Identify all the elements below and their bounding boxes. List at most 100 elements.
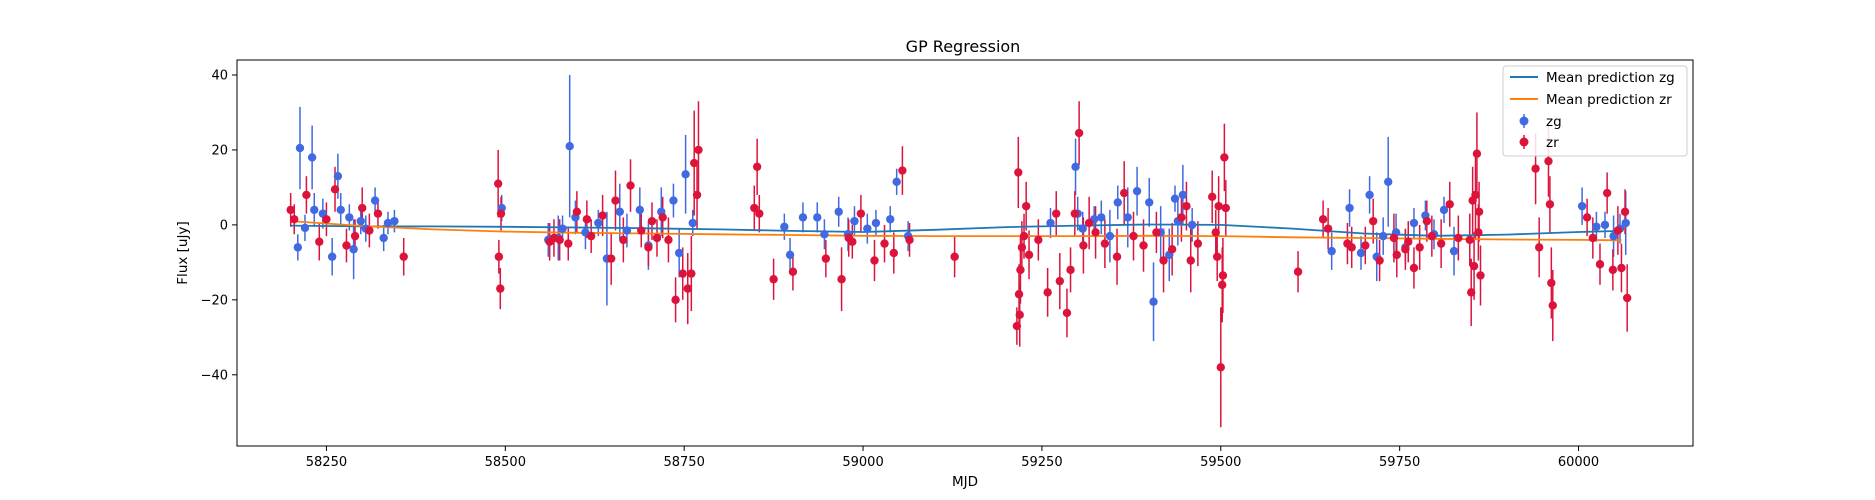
y-tick-label: −40: [201, 368, 228, 383]
zr-point: [1474, 228, 1483, 237]
zg-point: [300, 223, 310, 233]
zr-point: [1422, 216, 1432, 226]
x-tick-label: 59250: [1021, 455, 1062, 470]
x-tick-label: 58500: [485, 455, 526, 470]
zg-point: [370, 196, 380, 205]
y-tick-label: 0: [220, 218, 228, 233]
zr-point: [1152, 228, 1161, 237]
zr-point: [1472, 149, 1482, 158]
zg-point: [1187, 220, 1197, 230]
zg-point: [820, 230, 829, 239]
zr-point: [692, 190, 702, 200]
zg-point: [1149, 297, 1158, 306]
zr-point: [611, 196, 620, 205]
zr-point: [1012, 321, 1022, 331]
zr-point: [496, 209, 506, 218]
x-tick-label: 58250: [306, 455, 347, 470]
zg-point: [594, 218, 603, 228]
zr-point: [1216, 363, 1225, 372]
zr-point: [555, 235, 564, 245]
zr-point: [1613, 226, 1623, 235]
zr-point: [1534, 243, 1544, 252]
zg-point: [295, 143, 305, 153]
zr-point: [1445, 200, 1454, 209]
zr-point: [683, 284, 692, 293]
zr-point: [1019, 231, 1029, 241]
zg-point: [1046, 218, 1055, 228]
zr-point: [1375, 256, 1384, 265]
zr-point: [1469, 261, 1479, 271]
zg-point: [871, 218, 881, 228]
legend-swatch-zr-point: [1519, 137, 1529, 147]
x-axis-ticks: 58250 58500 58750 59000 59250 59500 59750 60000: [306, 446, 1599, 470]
zr-point: [1368, 216, 1378, 226]
zr-point: [586, 231, 596, 241]
zr-point: [769, 275, 778, 284]
zr-point: [1361, 241, 1370, 250]
zr-point: [644, 243, 653, 252]
zg-point: [863, 224, 872, 233]
zg-point: [390, 216, 399, 226]
zr-point: [637, 226, 646, 235]
zg-point: [333, 171, 343, 181]
zr-point: [1159, 256, 1168, 265]
zg-point: [1577, 201, 1587, 211]
zr-point: [1112, 252, 1122, 261]
zr-point: [1139, 241, 1148, 250]
mean-prediction-layer: [290, 220, 1622, 242]
zg-point: [785, 250, 795, 260]
zg-point: [1132, 186, 1142, 196]
zr-point: [678, 269, 687, 278]
zr-point: [1622, 293, 1632, 303]
zr-point: [658, 213, 667, 222]
zg-point: [310, 205, 319, 215]
zr-point: [1465, 235, 1474, 245]
zr-point: [1211, 228, 1220, 237]
zg-point: [813, 213, 822, 222]
zr-point: [1034, 235, 1043, 245]
zr-point: [1177, 213, 1186, 222]
zr-point: [1476, 271, 1485, 280]
zr-point: [1401, 245, 1410, 254]
zg-point: [798, 213, 808, 222]
zg-point: [1345, 203, 1354, 213]
legend-label-zr: zr: [1546, 135, 1559, 151]
zg-point: [336, 205, 345, 215]
zr-point: [1079, 241, 1088, 250]
zg-point: [1356, 248, 1366, 258]
zr-point: [1415, 243, 1424, 252]
zr-point: [1293, 267, 1303, 276]
zr-point: [1182, 201, 1191, 211]
chart-title: GP Regression: [906, 37, 1021, 56]
zr-point: [1220, 153, 1229, 162]
axes-frame: [236, 59, 1694, 447]
zr-point: [1617, 263, 1626, 273]
zr-point: [1409, 263, 1419, 273]
zr-point: [1052, 209, 1061, 218]
zg-point: [327, 252, 337, 261]
zg-point: [1097, 213, 1106, 222]
zr-point: [1544, 156, 1553, 166]
zr-point: [856, 209, 866, 218]
zr-point: [626, 181, 635, 190]
zg-point: [1365, 190, 1374, 200]
x-tick-label: 59750: [1379, 455, 1420, 470]
zr-point: [905, 235, 914, 245]
zg-point: [1592, 222, 1601, 231]
zr-point: [689, 158, 699, 168]
zg-point: [615, 207, 624, 216]
zg-point: [635, 205, 645, 215]
zr-point: [1474, 207, 1484, 216]
zr-point: [898, 166, 907, 175]
zr-point: [848, 237, 857, 246]
zg-point: [674, 248, 684, 258]
zr-point: [870, 256, 879, 265]
zr-point: [652, 233, 662, 243]
zr-point: [302, 190, 311, 200]
zr-point: [564, 239, 573, 248]
zg-point: [1439, 205, 1449, 215]
zr-point: [1214, 201, 1223, 211]
zg-point: [1449, 246, 1459, 256]
zr-point: [1588, 233, 1598, 243]
